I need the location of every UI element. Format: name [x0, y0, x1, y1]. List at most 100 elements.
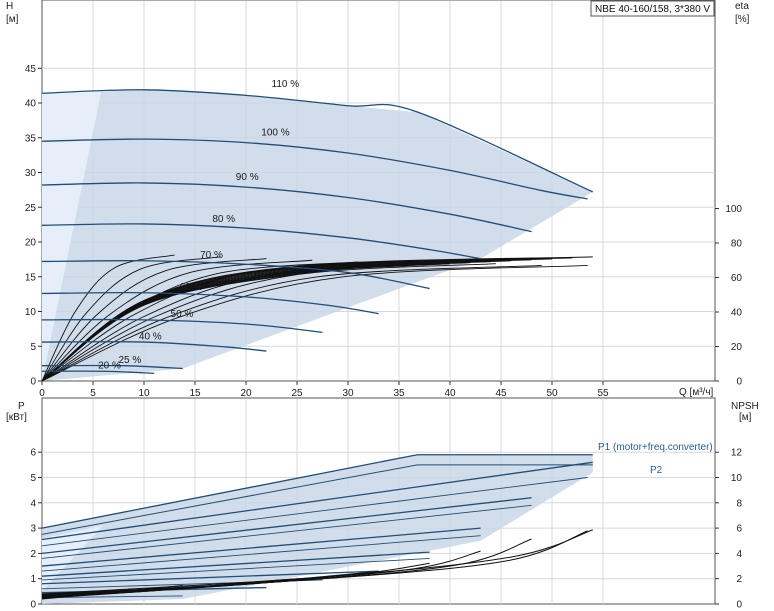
- p-tick-label: 6: [30, 448, 36, 459]
- npsh-axis-title: NPSH: [731, 401, 759, 412]
- p-axis-title: P: [18, 401, 25, 412]
- speed-curve-label: 20 %: [98, 360, 121, 371]
- speed-curve: [41, 182, 532, 233]
- eta-tick-label: 80: [731, 239, 743, 250]
- p-tick-label: 0: [30, 600, 36, 611]
- npsh-tick-label: 0: [736, 600, 742, 611]
- q-tick-label: 55: [597, 388, 609, 399]
- q-tick-label: 5: [90, 388, 96, 399]
- p2-envelope: [41, 464, 593, 535]
- speed-curve-label: 70 %: [200, 250, 223, 261]
- speed-curve: [41, 89, 594, 193]
- power-curve: [41, 558, 430, 581]
- power-curve: [41, 595, 183, 599]
- h-tick-label: 45: [25, 64, 37, 75]
- p-tick-label: 2: [30, 549, 36, 560]
- q-tick-label: 45: [495, 388, 507, 399]
- head-axis-ticks: 0 5 10 15 20 25 30 35 40 45 50 55 0 5 10 15 20 25 30 35 40 45…: [25, 64, 743, 399]
- power-curve: [41, 535, 481, 572]
- npsh-tick-label: 12: [731, 448, 743, 459]
- h-tick-label: 5: [30, 342, 36, 353]
- speed-curve: [41, 341, 267, 352]
- q-tick-label: 25: [291, 388, 303, 399]
- eta-curve: [41, 256, 221, 382]
- npsh-tick-label: 4: [736, 549, 742, 560]
- speed-curve-label: 50 %: [171, 309, 194, 320]
- npsh-curve: [41, 529, 593, 595]
- power-curve: [41, 527, 481, 567]
- q-tick-label: 0: [39, 388, 45, 399]
- npsh-tick-label: 10: [731, 473, 743, 484]
- speed-curve-label: 80 %: [212, 214, 235, 225]
- q-tick-label: 20: [240, 388, 252, 399]
- npsh-tick-label: 8: [736, 498, 742, 509]
- speed-curve-label: 25 %: [119, 355, 142, 366]
- speed-curve: [41, 291, 379, 315]
- p-tick-label: 3: [30, 524, 36, 535]
- npsh-tick-label: 6: [736, 524, 742, 535]
- power-curve: [41, 504, 532, 559]
- q-tick-label: 10: [138, 388, 150, 399]
- h-tick-label: 35: [25, 133, 37, 144]
- p-tick-label: 5: [30, 473, 36, 484]
- eta-axis-unit: [%]: [735, 14, 750, 25]
- eta-tick-label: 20: [731, 342, 743, 353]
- eta-curve: [41, 259, 313, 382]
- h-tick-label: 20: [25, 238, 37, 249]
- speed-curve: [41, 318, 323, 333]
- h-axis-unit: [м]: [6, 14, 19, 25]
- p-tick-label: 1: [30, 574, 36, 585]
- p-axis-unit: [кВт]: [6, 412, 27, 423]
- q-tick-label: 15: [189, 388, 201, 399]
- efficiency-curves: [41, 254, 593, 382]
- npsh-curve: [41, 530, 588, 596]
- speed-curve: [41, 138, 588, 200]
- power-curve: [41, 461, 593, 541]
- speed-curve-label: 40 %: [139, 331, 162, 342]
- npsh-axis-unit: [м]: [739, 412, 752, 423]
- power-curve: [41, 497, 532, 555]
- speed-curve-label: 60 %: [180, 282, 203, 293]
- power-region-fill: [42, 454, 593, 604]
- h-axis-title: H: [6, 1, 13, 12]
- speed-curve-label: 110 %: [272, 79, 300, 90]
- speed-curve: [41, 223, 481, 260]
- q-axis-title: Q [м³/ч]: [679, 387, 714, 398]
- q-tick-label: 50: [546, 388, 558, 399]
- eta-curve: [41, 258, 267, 382]
- speed-curve: [41, 364, 183, 370]
- h-tick-label: 30: [25, 168, 37, 179]
- npsh-curves: [41, 529, 593, 600]
- model-label: NBE 40-160/158, 3*380 V: [590, 0, 715, 17]
- h-tick-label: 25: [25, 203, 37, 214]
- power-curve: [41, 477, 588, 547]
- power-curve: [41, 570, 379, 585]
- power-curve: [41, 551, 430, 577]
- model-label-text: NBE 40-160/158, 3*380 V: [595, 4, 710, 15]
- legend-p1: P1 (motor+freq.converter): [598, 442, 713, 453]
- power-curves: [41, 454, 593, 599]
- q-tick-label: 30: [342, 388, 354, 399]
- h-tick-label: 15: [25, 272, 37, 283]
- speed-curve: [41, 259, 430, 290]
- h-tick-label: 10: [25, 307, 37, 318]
- eta-tick-label: 60: [731, 273, 743, 284]
- eta-curve: [41, 256, 593, 382]
- eta-curve: [41, 264, 588, 382]
- npsh-tick-label: 2: [736, 574, 742, 585]
- eta-tick-label: 0: [736, 377, 742, 388]
- eta-curve: [41, 263, 496, 382]
- eta-tick-label: 100: [725, 204, 742, 215]
- p-tick-label: 4: [30, 498, 36, 509]
- operating-region: [42, 89, 593, 381]
- q-tick-label: 35: [393, 388, 405, 399]
- p1-envelope: [41, 454, 593, 529]
- speed-curve: [41, 370, 155, 375]
- eta-axis-title: eta: [735, 1, 749, 12]
- region-main: [42, 89, 593, 381]
- h-tick-label: 0: [30, 377, 36, 388]
- speed-curves: 110 % 100 % 90 % 80 % 70 % 60 % 50 % 40 % 25 %20…: [41, 79, 594, 375]
- legend-p2: P2: [650, 465, 663, 476]
